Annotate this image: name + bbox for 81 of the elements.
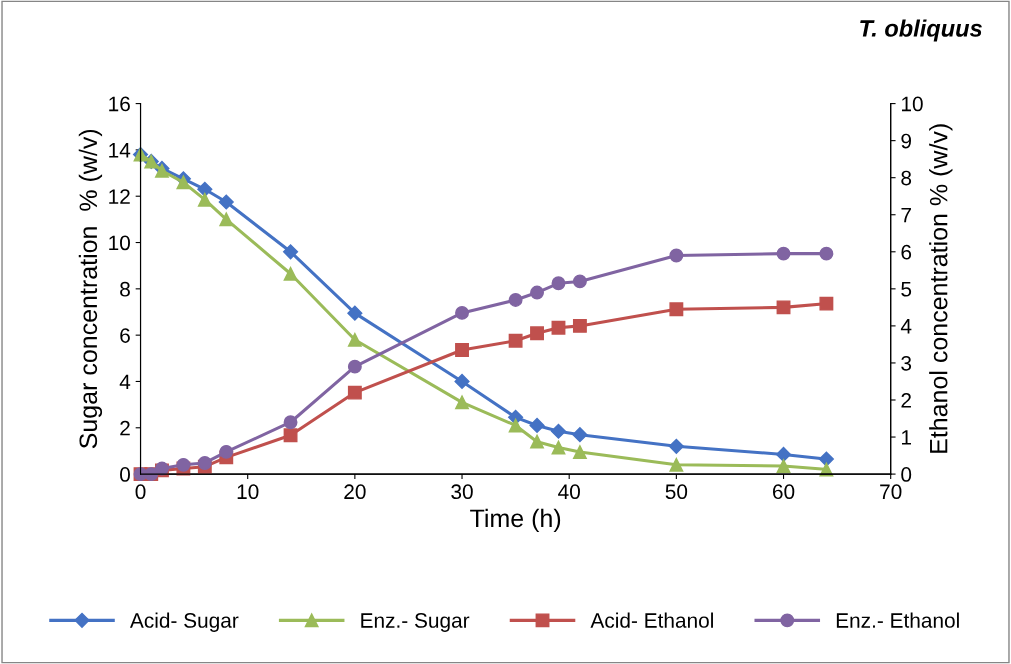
y-tick-label: 16 — [109, 96, 130, 112]
point — [776, 300, 791, 315]
point — [551, 440, 566, 455]
point — [282, 244, 299, 260]
y2-tick-label: 3 — [901, 355, 912, 371]
legend-label: Enz.- Ethanol — [836, 612, 959, 628]
point — [776, 459, 791, 473]
point — [669, 248, 684, 263]
chart-title: T. obliquus — [860, 19, 982, 42]
point — [668, 438, 684, 454]
point — [176, 457, 191, 472]
point — [176, 175, 191, 190]
y2-tick-label: 2 — [901, 392, 911, 408]
point — [529, 417, 545, 434]
point — [455, 395, 469, 410]
legend-label: Enz.- Sugar — [361, 613, 470, 632]
y-axis-title: Sugar concentration % (w/v) — [78, 129, 103, 449]
point — [347, 332, 362, 347]
x-tick-label: 50 — [665, 484, 688, 500]
x-tick-label: 20 — [344, 484, 366, 500]
point — [219, 212, 234, 227]
point — [508, 293, 523, 307]
point — [530, 434, 544, 449]
legend-label: Acid- Ethanol — [590, 612, 713, 628]
x-axis-title: Time (h) — [470, 508, 561, 533]
point — [455, 305, 469, 320]
point — [283, 428, 298, 443]
y-tick-label: 4 — [119, 374, 131, 390]
point — [819, 296, 834, 311]
point — [347, 385, 362, 400]
point — [819, 246, 834, 261]
y-tick-label: 14 — [109, 143, 131, 158]
y2-tick-label: 9 — [901, 133, 912, 149]
point — [669, 302, 684, 317]
x-tick-label: 40 — [558, 484, 580, 500]
point — [508, 333, 523, 348]
y-tick-label: 8 — [120, 281, 130, 297]
point — [454, 373, 470, 390]
y2-axis-title: Ethanol concentration % (w/v) — [929, 124, 953, 453]
y-tick-label: 12 — [109, 189, 130, 204]
point — [283, 415, 298, 430]
legend-label: Acid- Sugar — [129, 612, 239, 632]
point — [550, 423, 567, 439]
point — [455, 343, 469, 357]
point — [530, 326, 544, 341]
point — [218, 194, 234, 210]
y2-tick-label: 6 — [901, 244, 912, 260]
y-tick-label: 2 — [120, 420, 130, 436]
y2-tick-label: 10 — [902, 96, 923, 112]
point — [572, 445, 587, 460]
y-tick-label: 6 — [120, 328, 130, 343]
point — [219, 444, 234, 459]
point — [669, 457, 684, 472]
y2-tick-label: 1 — [902, 430, 911, 445]
x-tick-label: 30 — [451, 484, 473, 500]
y2-tick-label: 8 — [901, 170, 912, 186]
point — [508, 418, 523, 433]
y2-tick-label: 5 — [901, 282, 912, 297]
point — [347, 359, 362, 374]
point — [197, 192, 212, 207]
x-tick-label: 10 — [237, 484, 259, 500]
y-tick-label: 10 — [109, 235, 130, 251]
y-tick-label: 0 — [120, 467, 130, 482]
y2-tick-label: 4 — [900, 319, 912, 334]
point — [283, 266, 298, 281]
x-tick-label: 60 — [773, 484, 795, 500]
point — [572, 318, 587, 333]
point — [776, 246, 791, 261]
point — [530, 285, 544, 300]
point — [551, 320, 566, 335]
point — [347, 305, 363, 321]
x-tick-label: 70 — [880, 484, 902, 500]
y2-tick-label: 7 — [901, 207, 911, 223]
x-tick-label: 0 — [135, 484, 146, 500]
point — [197, 456, 212, 470]
y2-tick-label: 0 — [901, 467, 912, 482]
point — [572, 427, 588, 443]
point — [572, 274, 587, 289]
point — [197, 181, 213, 197]
point — [818, 451, 834, 467]
point — [551, 276, 566, 291]
